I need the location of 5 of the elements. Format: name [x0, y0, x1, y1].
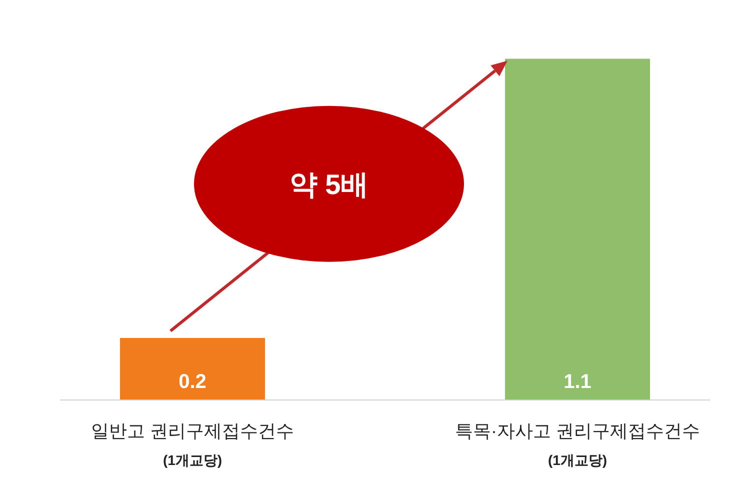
data-label: 0.2	[178, 371, 206, 393]
annotation: 약 5배	[289, 168, 369, 200]
x-tick-label: 특목·자사고 권리구제접수건수 (1개교당)	[455, 421, 700, 468]
x-tick-label: 일반고 권리구제접수건수 (1개교당)	[90, 421, 294, 468]
data-label: 1.1	[564, 371, 592, 393]
